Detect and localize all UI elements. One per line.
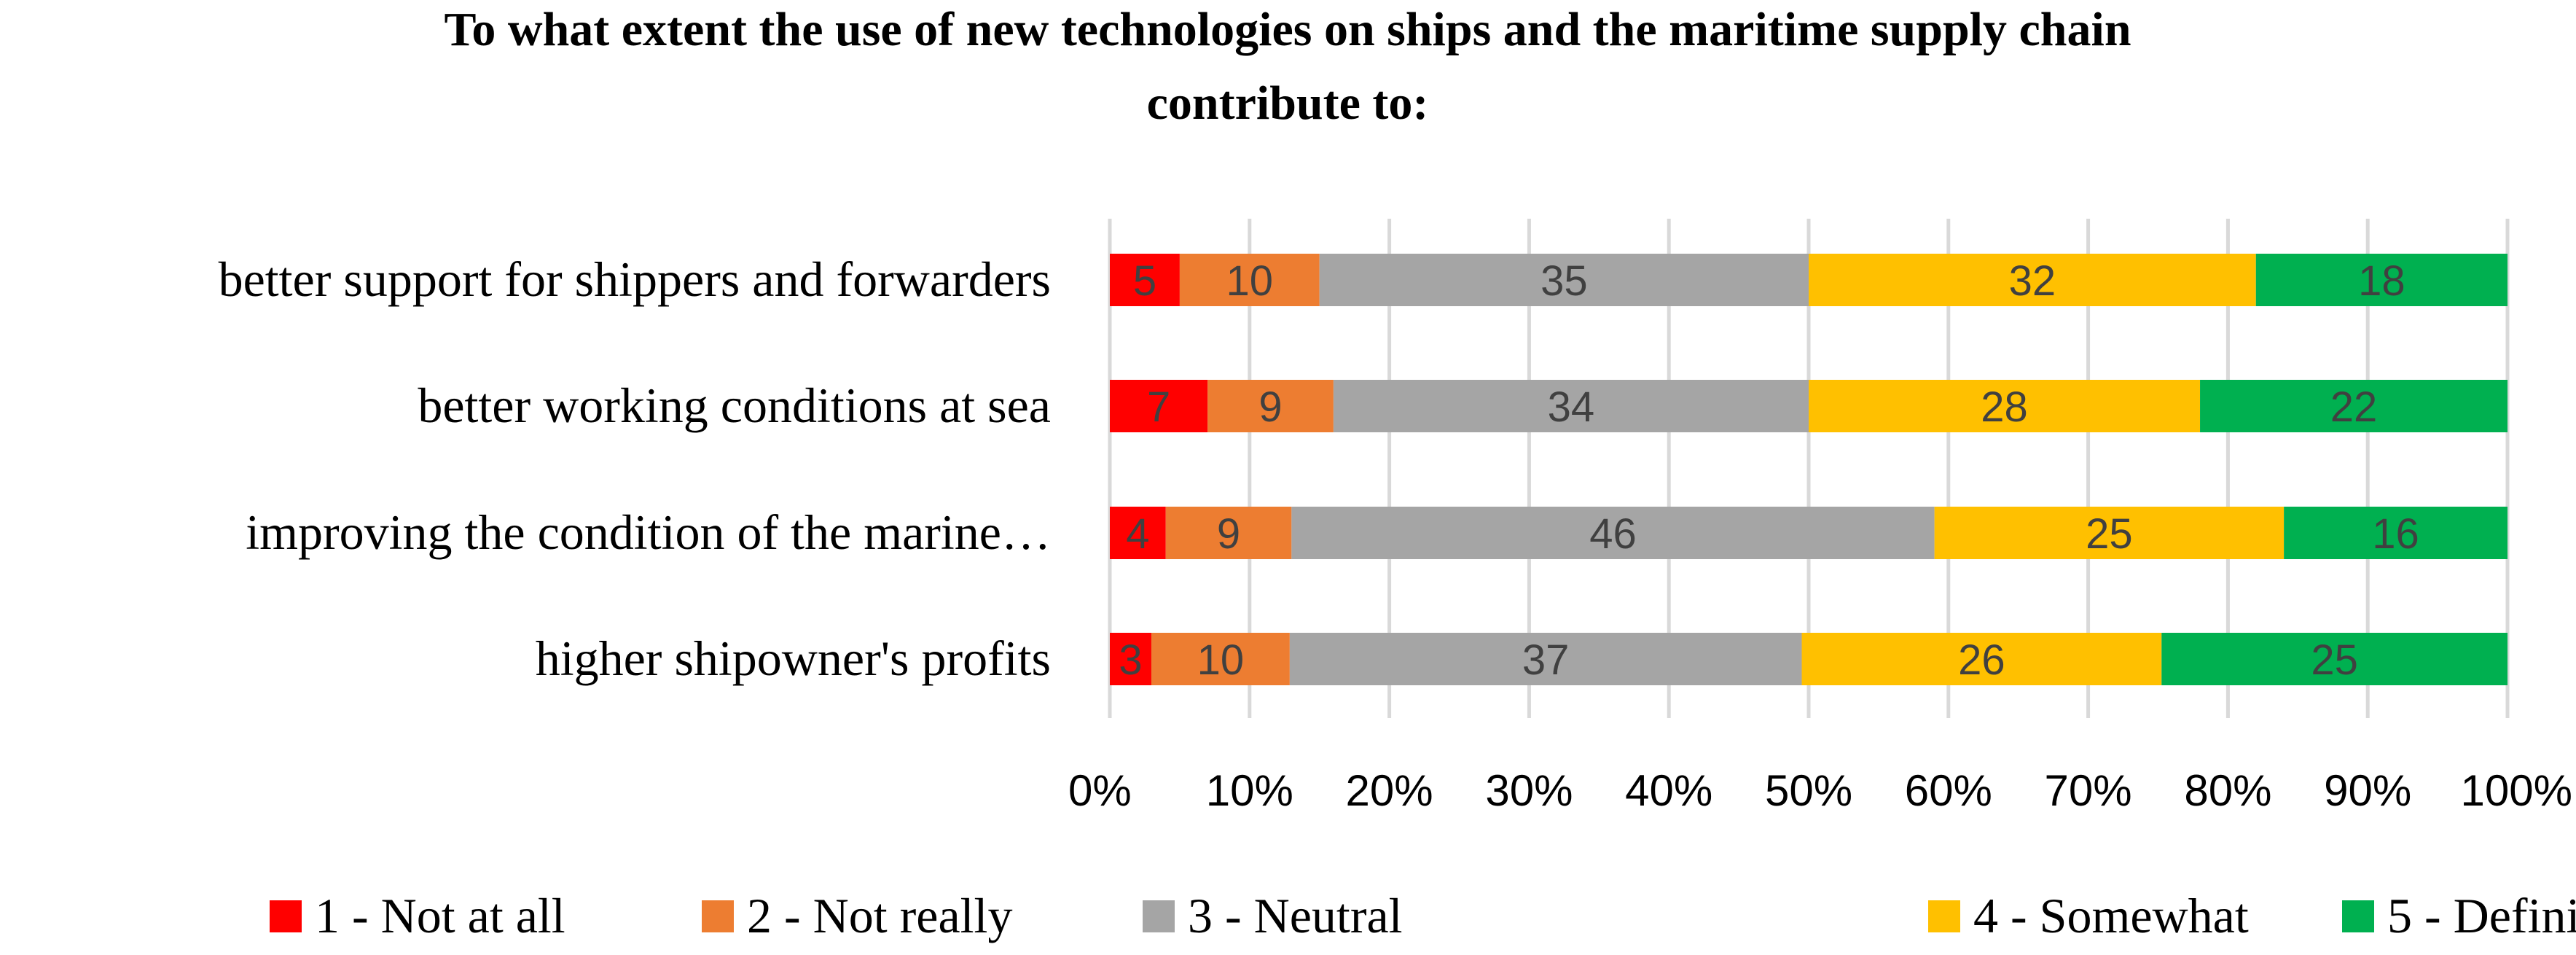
data-label: 18: [2358, 257, 2405, 305]
chart-title-line-2: contribute to:: [1147, 77, 1429, 130]
legend-label: 2 - Not really: [747, 888, 1012, 943]
legend-swatch: [270, 900, 302, 932]
bar-segment: [2255, 254, 2508, 306]
bar-segment: [1110, 380, 1208, 432]
data-label: 5: [1133, 257, 1156, 305]
legend-swatch: [1143, 900, 1175, 932]
x-tick-label: 40%: [1625, 766, 1712, 815]
bar-segment: [1179, 254, 1320, 306]
bars: [1110, 254, 2508, 685]
bar-segment: [2200, 380, 2508, 432]
bar-segment: [1207, 380, 1334, 432]
data-label: 16: [2372, 510, 2419, 558]
bar-segment: [1289, 633, 1802, 685]
chart-title-line-1: To what extent the use of new technologi…: [444, 3, 2131, 56]
legend-label: 1 - Not at all: [315, 888, 565, 943]
legend-swatch: [2342, 900, 2374, 932]
data-label: 35: [1540, 257, 1588, 305]
bar-segment: [1801, 633, 2162, 685]
data-label: 25: [2311, 636, 2358, 684]
bar-segment: [1319, 254, 1809, 306]
data-label: 7: [1147, 383, 1170, 431]
bar-segment: [1110, 633, 1151, 685]
legend: 1 - Not at all 2 - Not really 3 - Neutral 4…: [270, 888, 2576, 943]
data-label: 26: [1958, 636, 2005, 684]
data-label: 9: [1217, 510, 1240, 558]
x-tick-label: 100%: [2461, 766, 2572, 815]
legend-label: 3 - Neutral: [1188, 888, 1403, 943]
bar-segment: [1291, 507, 1935, 559]
data-label: 25: [2086, 510, 2133, 558]
data-label: 28: [1981, 383, 2028, 431]
x-tick-label: 30%: [1485, 766, 1573, 815]
x-tick-label: 60%: [1905, 766, 1992, 815]
data-label: 32: [2009, 257, 2056, 305]
bar-segment: [2161, 633, 2508, 685]
x-tick-label: 90%: [2324, 766, 2411, 815]
bar-segment: [1809, 380, 2201, 432]
category-label: better support for shippers and forwarde…: [219, 252, 1051, 307]
x-axis-ticks: 0% 10% 20% 30% 40% 50% 60% 70% 80% 90% 100%: [1068, 766, 2572, 815]
data-label: 46: [1589, 510, 1637, 558]
data-label: 10: [1197, 636, 1245, 684]
data-label: 34: [1548, 383, 1595, 431]
category-labels: better support for shippers and forwarde…: [219, 252, 1051, 686]
x-tick-label: 50%: [1765, 766, 1852, 815]
bar-segment: [2284, 507, 2508, 559]
data-label: 10: [1226, 257, 1274, 305]
category-label: improving the condition of the marine…: [246, 504, 1051, 560]
legend-label: 5 - Definitely: [2387, 888, 2576, 943]
bar-segment: [1809, 254, 2256, 306]
bar-segment: [1165, 507, 1292, 559]
bar-segment: [1110, 254, 1180, 306]
x-tick-label: 80%: [2184, 766, 2271, 815]
x-tick-label: 70%: [2045, 766, 2132, 815]
bar-segment: [1110, 507, 1166, 559]
legend-swatch: [1928, 900, 1960, 932]
bar-segment: [1934, 507, 2285, 559]
chart-title: To what extent the use of new technologi…: [444, 3, 2131, 130]
category-label: higher shipowner's profits: [536, 631, 1051, 686]
bar-segment: [1333, 380, 1809, 432]
data-label: 37: [1522, 636, 1570, 684]
x-tick-label: 0%: [1068, 766, 1132, 815]
data-label: 3: [1119, 636, 1142, 684]
data-labels: 5 10 35 32 18 7 9 34 28 22 4 9 46 25 16 3 10 37 26 25: [1119, 257, 2419, 684]
legend-label: 4 - Somewhat: [1973, 888, 2249, 943]
legend-swatch: [702, 900, 734, 932]
x-tick-label: 20%: [1346, 766, 1433, 815]
bar-segment: [1151, 633, 1290, 685]
x-tick-label: 10%: [1206, 766, 1293, 815]
data-label: 4: [1126, 510, 1149, 558]
data-label: 9: [1258, 383, 1282, 431]
data-label: 22: [2330, 383, 2378, 431]
category-label: better working conditions at sea: [418, 378, 1051, 433]
